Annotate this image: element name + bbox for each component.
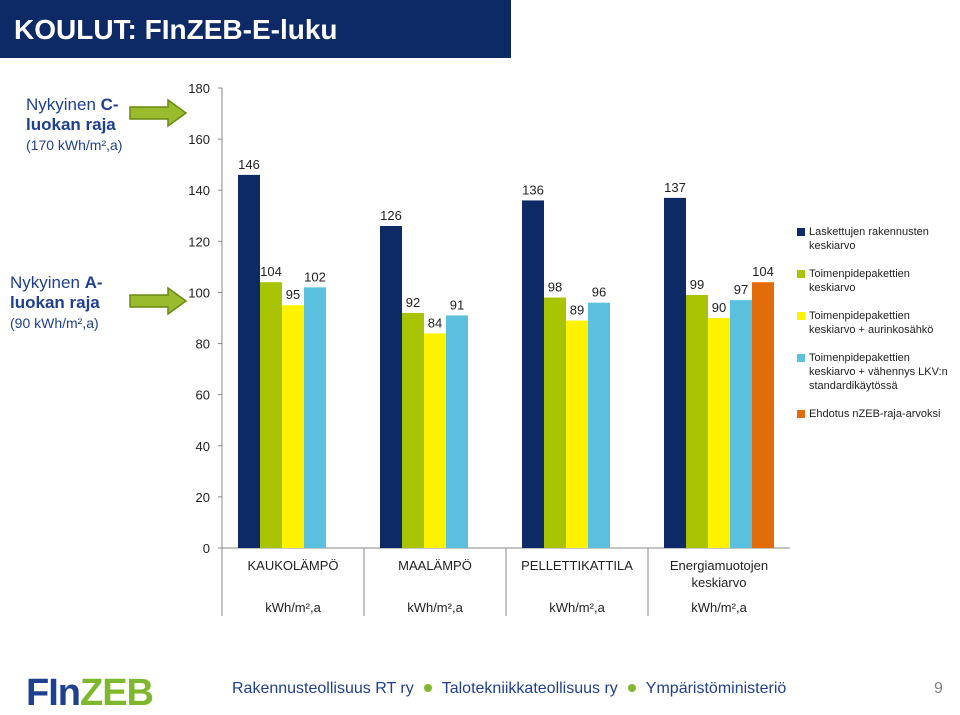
bar: [282, 305, 304, 548]
data-label: 89: [570, 303, 584, 318]
limit-c-class: C-: [100, 95, 119, 114]
limit-c-prefix: Nykyinen: [26, 95, 101, 114]
x-unit-label: kWh/m²,a: [691, 600, 747, 615]
data-label: 146: [238, 157, 260, 172]
legend-label: Laskettujen rakennusten keskiarvo: [809, 226, 929, 252]
y-tick-label: 100: [188, 285, 210, 300]
y-tick-label: 180: [188, 81, 210, 96]
x-unit-label: kWh/m²,a: [407, 600, 463, 615]
legend-swatch: [797, 228, 805, 236]
data-label: 104: [260, 264, 282, 279]
data-label: 137: [664, 180, 686, 195]
bar: [402, 312, 424, 548]
legend-swatch: [797, 312, 805, 320]
data-label: 136: [522, 182, 544, 197]
x-unit-label: kWh/m²,a: [265, 600, 321, 615]
org-name: Rakennusteollisuus RT ry: [232, 680, 414, 697]
limit-a-line2: luokan raja: [10, 293, 100, 312]
data-label: 90: [712, 300, 726, 315]
y-tick-label: 60: [196, 388, 210, 403]
bar: [566, 320, 588, 548]
page-title: KOULUT: FInZEB-E-luku: [14, 14, 338, 45]
bar: [588, 302, 610, 548]
y-tick-label: 160: [188, 132, 210, 147]
bullet-dot-icon: [423, 683, 432, 692]
chart-legend: Laskettujen rakennusten keskiarvo Toimenp…: [797, 225, 957, 435]
limit-c-sub: (170 kWh/m²,a): [26, 137, 123, 153]
x-unit-label: kWh/m²,a: [549, 600, 605, 615]
data-label: 91: [450, 297, 464, 312]
y-tick-label: 120: [188, 234, 210, 249]
limit-a-class: A-: [84, 273, 103, 292]
data-label: 95: [286, 287, 300, 302]
legend-label: Toimenpidepakettien keskiarvo + aurinkos…: [809, 310, 934, 336]
y-tick-label: 20: [196, 490, 210, 505]
limit-c-line2: luokan raja: [26, 115, 116, 134]
limit-a-sub: (90 kWh/m²,a): [10, 315, 99, 331]
x-category-label: MAALÄMPÖ: [398, 558, 472, 573]
data-label: 104: [752, 264, 774, 279]
data-label: 126: [380, 208, 402, 223]
bar: [304, 287, 326, 548]
x-category-label: KAUKOLÄMPÖ: [247, 558, 338, 573]
bar: [730, 300, 752, 548]
data-label: 97: [734, 282, 748, 297]
arrow-right-icon: [129, 98, 188, 128]
footer: FInZEB Rakennusteollisuus RT ry Talotekni…: [0, 650, 960, 714]
y-tick-label: 40: [196, 439, 210, 454]
arrow-right-icon: [129, 286, 188, 316]
bar: [260, 282, 282, 548]
y-tick-label: 80: [196, 337, 210, 352]
legend-item: Laskettujen rakennusten keskiarvo: [797, 225, 957, 253]
bar: [544, 297, 566, 548]
legend-item: Toimenpidepakettien keskiarvo + vähennys…: [797, 351, 957, 393]
x-category-label: Energiamuotojen: [670, 558, 768, 573]
org-name: Ympäristöministeriö: [645, 680, 787, 697]
legend-item: Toimenpidepakettien keskiarvo + aurinkos…: [797, 309, 957, 337]
org-name: Talotekniikkateollisuus ry: [441, 680, 618, 697]
legend-label: Ehdotus nZEB-raja-arvoksi: [809, 408, 941, 420]
bar: [752, 282, 774, 548]
data-label: 96: [592, 285, 606, 300]
limit-label-a: Nykyinen A- luokan raja (90 kWh/m²,a): [10, 273, 125, 333]
data-label: 84: [428, 315, 442, 330]
bullet-dot-icon: [627, 683, 636, 692]
x-category-label: keskiarvo: [692, 575, 747, 590]
finzeb-logo: FInZEB: [26, 672, 154, 714]
data-label: 99: [690, 277, 704, 292]
bar: [664, 197, 686, 548]
page-number: 9: [934, 680, 943, 697]
legend-swatch: [797, 354, 805, 362]
x-category-label: PELLETTIKATTILA: [521, 558, 633, 573]
legend-swatch: [797, 270, 805, 278]
legend-label: Toimenpidepakettien keskiarvo + vähennys…: [809, 352, 948, 392]
bar: [708, 318, 730, 548]
bar: [424, 333, 446, 548]
data-label: 102: [304, 269, 326, 284]
bar: [686, 295, 708, 548]
bar: [522, 200, 544, 548]
legend-swatch: [797, 410, 805, 418]
legend-item: Toimenpidepakettien keskiarvo: [797, 267, 957, 295]
legend-label: Toimenpidepakettien keskiarvo: [809, 268, 910, 294]
y-tick-label: 0: [203, 541, 210, 556]
data-label: 98: [548, 280, 562, 295]
limit-a-prefix: Nykyinen: [10, 273, 85, 292]
title-bar: KOULUT: FInZEB-E-luku: [0, 0, 511, 58]
organizations: Rakennusteollisuus RT ry Talotekniikkateo…: [232, 680, 786, 698]
bar: [380, 226, 402, 548]
data-label: 92: [406, 295, 420, 310]
bar: [446, 315, 468, 548]
y-tick-label: 140: [188, 183, 210, 198]
legend-item: Ehdotus nZEB-raja-arvoksi: [797, 407, 957, 421]
limit-label-c: Nykyinen C- luokan raja (170 kWh/m²,a): [26, 95, 136, 155]
bar: [238, 174, 260, 548]
bar-chart: 0 20 40 60 80 100 120 140 160 180 146 104 95 102 KAUKO…: [188, 81, 790, 616]
